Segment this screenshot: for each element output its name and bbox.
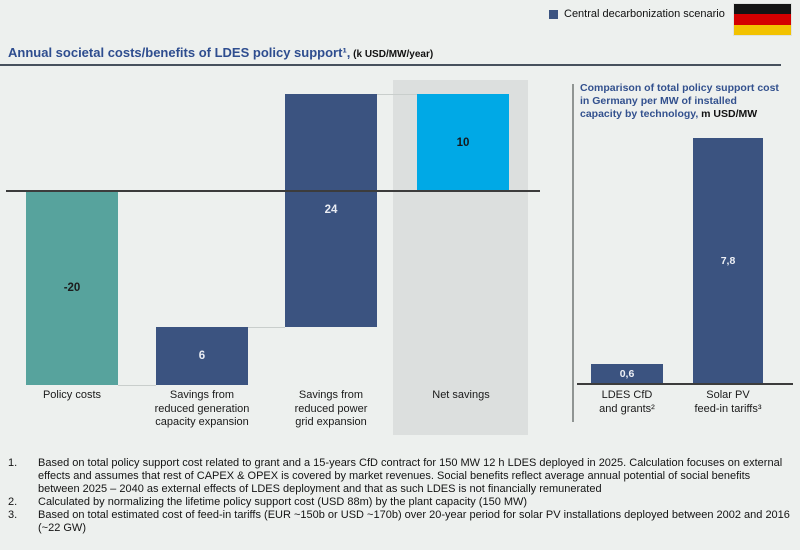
footnote-1-number: 1. <box>8 457 18 469</box>
footnotes: 1. Based on total policy support cost re… <box>8 457 794 535</box>
waterfall-bar-0: -20 <box>26 191 118 385</box>
comparison-baseline-axis <box>577 383 793 385</box>
comparison-value-label: 7,8 <box>720 254 736 267</box>
waterfall-bar-3: 10 <box>417 94 509 191</box>
waterfall-value-label: 6 <box>198 349 206 362</box>
footnote-2: 2. Calculated by normalizing the lifetim… <box>8 496 794 509</box>
waterfall-value-label: -20 <box>63 282 81 294</box>
germany-flag-icon <box>733 3 792 36</box>
page-title-text: Annual societal costs/benefits of LDES p… <box>8 45 351 60</box>
comparison-bar-1: 7,8 <box>693 138 763 383</box>
footnote-3: 3. Based on total estimated cost of feed… <box>8 509 794 535</box>
right-chart-title: Comparison of total policy support cost … <box>580 82 800 121</box>
flag-stripe <box>734 4 791 15</box>
flag-stripe <box>734 14 791 25</box>
footnote-1-text: Based on total policy support cost relat… <box>38 457 783 495</box>
page-title: Annual societal costs/benefits of LDES p… <box>8 44 788 62</box>
title-underline <box>0 64 781 66</box>
right-chart-title-unit: m USD/MW <box>698 108 758 120</box>
comparison-value-label: 0,6 <box>619 367 635 380</box>
footnote-2-number: 2. <box>8 496 18 508</box>
right-chart-title-text: Comparison of total policy support cost … <box>580 82 779 120</box>
footnote-2-text: Calculated by normalizing the lifetime p… <box>38 496 528 508</box>
waterfall-zero-axis <box>6 190 540 192</box>
footnote-1: 1. Based on total policy support cost re… <box>8 457 794 496</box>
waterfall-value-label: 24 <box>324 204 338 217</box>
waterfall-bar-2: 24 <box>285 94 377 327</box>
footnote-3-number: 3. <box>8 509 18 521</box>
waterfall-value-label: 10 <box>456 136 470 149</box>
legend-label: Central decarbonization scenario <box>564 8 725 20</box>
waterfall-category-grid-savings: Savings from reduced power grid expansio… <box>294 389 368 428</box>
waterfall-connector <box>377 94 417 95</box>
legend-swatch <box>549 9 558 19</box>
section-divider <box>572 84 574 422</box>
waterfall-category-net-savings: Net savings <box>432 389 490 401</box>
page-title-unit: (k USD/MW/year) <box>350 49 434 60</box>
waterfall-bar-1: 6 <box>156 326 248 385</box>
waterfall-category-generation-savings: Savings from reduced generation capacity… <box>154 389 250 428</box>
footnote-3-text: Based on total estimated cost of feed-in… <box>38 509 790 534</box>
waterfall-connector <box>248 326 285 328</box>
waterfall-connector <box>118 385 156 386</box>
comparison-bar-0: 0,6 <box>591 364 663 383</box>
comparison-category-solar: Solar PV feed-in tariffs³ <box>694 389 762 415</box>
legend: Central decarbonization scenario <box>549 8 725 20</box>
comparison-category-ldes: LDES CfD and grants² <box>599 389 655 415</box>
waterfall-category-policy-costs: Policy costs <box>42 389 102 401</box>
flag-stripe <box>734 24 791 35</box>
